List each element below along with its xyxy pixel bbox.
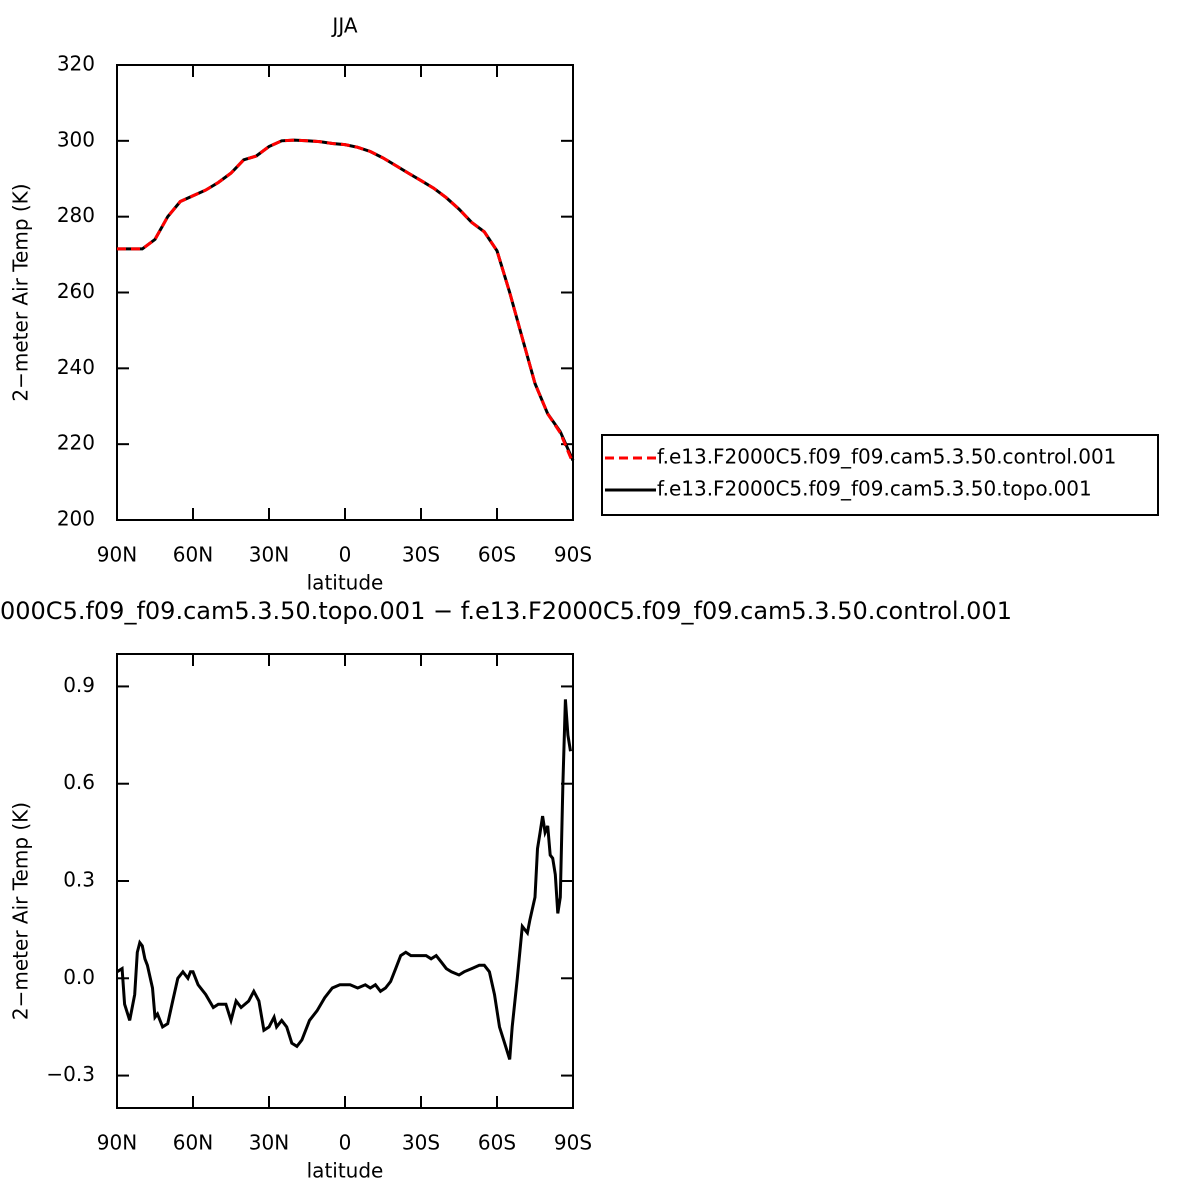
- legend-box: [601, 434, 1159, 516]
- x-tick-label: 30N: [249, 1131, 289, 1155]
- y-tick-label: 260: [57, 279, 95, 303]
- legend-label: f.e13.F2000C5.f09_f09.cam5.3.50.topo.001: [657, 477, 1092, 501]
- y-tick-label: 240: [57, 355, 95, 379]
- x-tick-label: 30N: [249, 543, 289, 567]
- y-axis-label: 2−meter Air Temp (K): [9, 802, 33, 1020]
- x-tick-label: 90S: [554, 1131, 592, 1155]
- y-tick-label: 0.0: [63, 965, 95, 989]
- x-tick-label: 30S: [402, 1131, 440, 1155]
- x-tick-label: 30S: [402, 543, 440, 567]
- chart-title: f.e13.F2000C5.f09_f09.cam5.3.50.topo.001…: [0, 597, 1012, 625]
- series-line: [116, 699, 572, 1060]
- x-tick-label: 90N: [97, 1131, 137, 1155]
- y-tick-label: 200: [57, 507, 95, 531]
- x-tick-label: 0: [339, 543, 352, 567]
- y-tick-label: 220: [57, 431, 95, 455]
- y-tick-label: 300: [57, 127, 95, 151]
- x-tick-label: 60N: [173, 543, 213, 567]
- y-tick-label: 280: [57, 203, 95, 227]
- x-axis-label: latitude: [307, 1159, 384, 1183]
- chart-title: JJA: [330, 14, 357, 38]
- y-tick-label: 0.9: [63, 673, 95, 697]
- y-tick-label: −0.3: [46, 1062, 95, 1086]
- x-tick-label: 90N: [97, 543, 137, 567]
- legend-label: f.e13.F2000C5.f09_f09.cam5.3.50.control.…: [657, 445, 1116, 469]
- x-tick-label: 60S: [478, 1131, 516, 1155]
- x-tick-label: 90S: [554, 543, 592, 567]
- x-tick-label: 60S: [478, 543, 516, 567]
- plot-frame: [116, 64, 574, 521]
- x-tick-label: 0: [339, 1131, 352, 1155]
- x-axis-label: latitude: [307, 571, 384, 595]
- y-axis-label: 2−meter Air Temp (K): [9, 183, 33, 401]
- y-tick-label: 320: [57, 52, 95, 76]
- x-tick-label: 60N: [173, 1131, 213, 1155]
- series-line: [117, 138, 575, 462]
- y-tick-label: 0.6: [63, 770, 95, 794]
- series-line: [117, 138, 575, 464]
- y-tick-label: 0.3: [63, 868, 95, 892]
